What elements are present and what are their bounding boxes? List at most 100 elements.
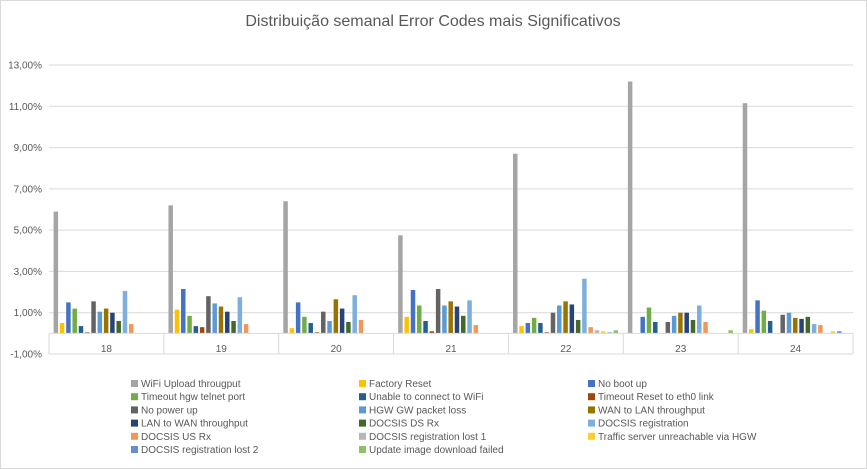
bar: [557, 305, 562, 334]
bar: [429, 331, 435, 334]
legend-swatch: [131, 380, 138, 387]
x-tick-label: 22: [560, 344, 572, 355]
bar: [398, 235, 403, 334]
x-axis: 18 19 20 21 22 23 24: [48, 332, 854, 355]
bar: [199, 327, 205, 334]
bar: [665, 322, 671, 334]
x-tick-label: 23: [675, 344, 687, 355]
bar: [225, 311, 230, 334]
y-tick-label: 7,00%: [14, 184, 42, 195]
bar: [97, 311, 103, 334]
bar: [116, 320, 121, 334]
legend-swatch: [131, 446, 138, 453]
bar: [442, 305, 447, 334]
legend-label: Unable to connect to WiFi: [369, 392, 484, 403]
bar: [811, 324, 817, 334]
bar: [646, 307, 652, 334]
bar: [594, 330, 600, 334]
bar: [339, 308, 345, 334]
legend-label: Traffic server unreachable via HGW: [598, 432, 757, 443]
bar: [678, 312, 683, 334]
legend-swatch: [131, 432, 138, 440]
bar: [805, 316, 811, 334]
x-tick-label: 20: [331, 344, 343, 355]
bar: [314, 332, 320, 334]
legend-swatch: [359, 380, 366, 387]
bar: [404, 316, 409, 334]
legend: WiFi Upload througput Factory Reset No boo…: [131, 379, 757, 456]
x-tick-label: 21: [445, 344, 457, 355]
legend-label: DOCSIS registration lost 1: [369, 432, 487, 443]
bar: [563, 301, 568, 334]
legend-swatch: [359, 446, 366, 453]
bar: [767, 320, 773, 334]
y-tick-label: 9,00%: [14, 143, 42, 154]
bar: [352, 295, 357, 334]
bar: [454, 306, 460, 334]
bar: [755, 300, 760, 334]
bar: [780, 314, 785, 334]
bar: [588, 327, 593, 334]
bar: [818, 325, 823, 334]
bar: [302, 316, 307, 334]
legend-label: Factory Reset: [369, 379, 431, 390]
bar: [231, 320, 236, 334]
bar: [519, 326, 524, 334]
bar: [671, 315, 677, 334]
bar: [91, 301, 96, 334]
bar: [742, 103, 748, 334]
y-tick-label: 3,00%: [14, 267, 42, 278]
bar: [703, 322, 708, 334]
y-tick-label: 11,00%: [9, 102, 42, 113]
legend-swatch: [359, 419, 366, 427]
legend-label: WAN to LAN throughput: [598, 405, 705, 416]
bar: [684, 312, 689, 334]
bar: [513, 153, 518, 334]
bar: [697, 305, 702, 334]
legend-swatch: [588, 380, 595, 387]
legend-swatch: [588, 432, 595, 440]
y-tick-label: -1,00%: [10, 350, 42, 361]
bar: [78, 326, 84, 334]
legend-label: DOCSIS registration: [598, 419, 689, 430]
y-tick-label: 13,00%: [8, 61, 42, 72]
bar: [531, 317, 537, 334]
legend-label: WiFi Upload througput: [141, 379, 241, 390]
legend-swatch: [588, 393, 595, 401]
bar: [690, 319, 696, 334]
bar: [122, 291, 128, 334]
x-tick-label: 19: [216, 344, 228, 355]
bar: [283, 201, 288, 334]
y-tick-label: 1,00%: [14, 308, 42, 319]
legend-label: HGW GW packet loss: [369, 405, 466, 416]
legend-label: No boot up: [598, 379, 647, 390]
legend-label: Update image download failed: [369, 445, 504, 456]
bar: [333, 299, 339, 334]
bar: [295, 302, 301, 334]
bar: [66, 302, 71, 334]
legend-swatch: [588, 406, 595, 414]
bar: [799, 318, 804, 334]
bar: [830, 331, 836, 334]
bar: [749, 329, 754, 334]
bar: [103, 308, 109, 334]
bar: [110, 312, 115, 334]
bar: [59, 323, 65, 334]
legend-label: No power up: [141, 405, 198, 416]
y-axis-ticks: -1,00% 1,00% 3,00% 5,00% 7,00% 9,00% 11,00% 13,…: [8, 61, 42, 361]
bar: [575, 319, 581, 334]
bar: [193, 326, 199, 334]
legend-swatch: [588, 419, 595, 427]
bar: [72, 308, 77, 334]
bar: [640, 316, 645, 334]
bar: [613, 330, 619, 334]
bar: [461, 315, 466, 334]
bar: [550, 312, 556, 334]
legend-label: LAN to WAN throughput: [141, 419, 248, 430]
bar: [423, 320, 428, 334]
bar: [53, 211, 59, 334]
bar: [569, 304, 575, 334]
legend-swatch: [359, 393, 366, 401]
